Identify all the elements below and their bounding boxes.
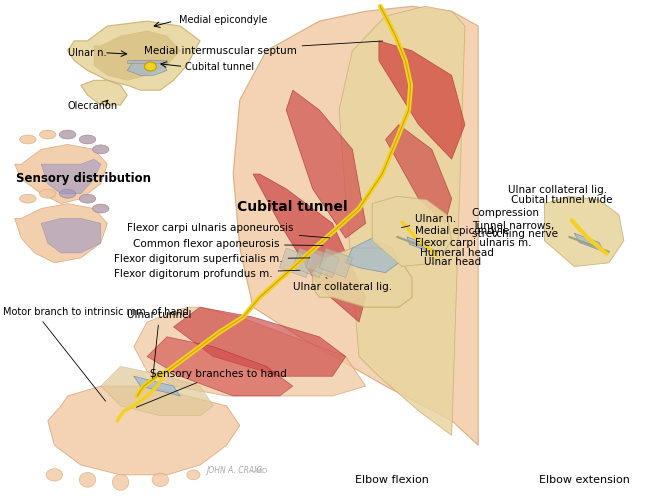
Ellipse shape xyxy=(46,469,63,481)
Text: Cubital tunnel: Cubital tunnel xyxy=(237,199,348,214)
Polygon shape xyxy=(81,80,127,105)
Ellipse shape xyxy=(144,62,156,71)
Text: stretching nerve: stretching nerve xyxy=(471,229,557,239)
Text: Ulnar collateral lig.: Ulnar collateral lig. xyxy=(508,185,607,195)
Ellipse shape xyxy=(59,189,76,198)
Polygon shape xyxy=(41,218,100,253)
Text: Ulnar n.: Ulnar n. xyxy=(402,214,456,228)
Text: Compression: Compression xyxy=(471,208,539,218)
Ellipse shape xyxy=(59,189,76,198)
Ellipse shape xyxy=(152,473,169,487)
Polygon shape xyxy=(286,90,366,238)
Ellipse shape xyxy=(187,470,200,480)
Text: Cubital tunnel wide: Cubital tunnel wide xyxy=(511,194,613,205)
Text: Ulnar n.: Ulnar n. xyxy=(68,48,106,58)
Polygon shape xyxy=(174,307,346,376)
Polygon shape xyxy=(279,248,313,278)
Ellipse shape xyxy=(92,204,109,213)
Text: Elbow flexion: Elbow flexion xyxy=(355,475,429,485)
Ellipse shape xyxy=(92,145,109,154)
Text: Sensory distribution: Sensory distribution xyxy=(16,173,151,186)
Ellipse shape xyxy=(59,130,76,139)
Text: Tunnel narrows,: Tunnel narrows, xyxy=(471,221,554,231)
Text: Cubital tunnel: Cubital tunnel xyxy=(186,62,255,72)
Polygon shape xyxy=(127,61,167,75)
Ellipse shape xyxy=(59,130,76,139)
Text: JOHN A. CRAIG: JOHN A. CRAIG xyxy=(207,466,263,476)
Text: Medial epicondyle: Medial epicondyle xyxy=(179,15,267,25)
Polygon shape xyxy=(147,337,293,396)
Polygon shape xyxy=(127,60,167,63)
Polygon shape xyxy=(574,233,604,251)
Polygon shape xyxy=(68,21,200,90)
Polygon shape xyxy=(134,307,366,396)
Polygon shape xyxy=(379,41,465,159)
Text: Humeral head: Humeral head xyxy=(420,248,494,258)
Polygon shape xyxy=(100,367,213,416)
Text: Medial epicondyle: Medial epicondyle xyxy=(415,226,509,236)
Polygon shape xyxy=(319,248,352,278)
Ellipse shape xyxy=(19,135,36,144)
Ellipse shape xyxy=(79,194,96,203)
Text: Elbow extension: Elbow extension xyxy=(539,475,630,485)
Text: Sensory branches to hand: Sensory branches to hand xyxy=(136,369,287,407)
Ellipse shape xyxy=(39,130,56,139)
Text: Motor branch to intrinsic mm. of hand: Motor branch to intrinsic mm. of hand xyxy=(3,307,188,317)
Text: Ulnar head: Ulnar head xyxy=(424,257,481,267)
Text: Medial intermuscular septum: Medial intermuscular septum xyxy=(144,41,382,56)
Text: Olecranon: Olecranon xyxy=(68,102,118,112)
Polygon shape xyxy=(407,237,430,251)
Polygon shape xyxy=(306,248,339,278)
Text: Flexor digitorum superficialis m.: Flexor digitorum superficialis m. xyxy=(114,254,310,264)
Ellipse shape xyxy=(79,194,96,203)
Polygon shape xyxy=(386,124,452,223)
Text: Flexor digitorum profundus m.: Flexor digitorum profundus m. xyxy=(114,269,300,279)
Polygon shape xyxy=(545,196,624,266)
Polygon shape xyxy=(134,376,180,396)
Polygon shape xyxy=(339,6,465,435)
Text: Ulnar collateral lig.: Ulnar collateral lig. xyxy=(293,278,392,293)
Ellipse shape xyxy=(92,204,109,213)
Polygon shape xyxy=(94,31,180,80)
Polygon shape xyxy=(372,196,452,266)
Polygon shape xyxy=(313,248,412,307)
Ellipse shape xyxy=(79,135,96,144)
Polygon shape xyxy=(41,159,100,194)
Polygon shape xyxy=(293,248,326,278)
Text: Ulnar tunnel: Ulnar tunnel xyxy=(127,310,192,378)
Polygon shape xyxy=(15,144,107,204)
Polygon shape xyxy=(253,174,366,322)
Polygon shape xyxy=(48,386,240,475)
Text: Flexor carpi ulnaris m.: Flexor carpi ulnaris m. xyxy=(415,238,532,248)
Text: —MD: —MD xyxy=(250,468,268,474)
Text: Common flexor aponeurosis: Common flexor aponeurosis xyxy=(132,239,323,249)
Ellipse shape xyxy=(19,194,36,203)
Ellipse shape xyxy=(39,189,56,198)
Text: Flexor carpi ulnaris aponeurosis: Flexor carpi ulnaris aponeurosis xyxy=(127,223,330,238)
Ellipse shape xyxy=(79,472,96,487)
Ellipse shape xyxy=(112,474,129,490)
Polygon shape xyxy=(233,6,478,445)
Polygon shape xyxy=(346,238,399,273)
Ellipse shape xyxy=(92,145,109,154)
Ellipse shape xyxy=(79,135,96,144)
Polygon shape xyxy=(15,204,107,263)
